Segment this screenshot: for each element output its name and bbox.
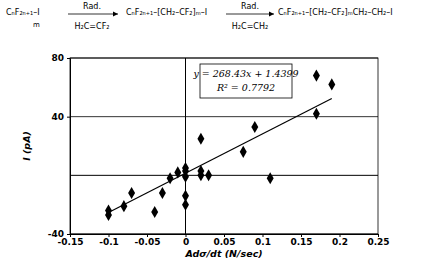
x-tick-label: -0.05 [135,237,161,247]
equation-text: R² = 0.7792 [216,82,275,93]
x-axis-title: Adσ/dt (N/sec) [184,248,262,259]
scheme-text: CₙF₂ₙ₊₁–[CH₂–CF₂]ₘCH₂–CH₂–I [278,8,393,17]
x-tick-label: 0.25 [367,237,389,247]
y-tick: -40 [48,229,70,239]
x-axis: -0.15-0.1-0.0500.050.10.150.20.25 [58,234,390,247]
point [197,165,204,177]
x-tick: 0.2 [332,234,348,247]
x-tick-label: 0.1 [255,237,271,247]
point [267,172,274,184]
x-tick: -0.1 [99,234,119,247]
plot-frame [70,58,378,234]
y-tick-mark [67,117,70,118]
trend-line [109,98,332,212]
x-tick-label: 0.05 [213,237,235,247]
scheme-text: CₙF₂ₙ₊₁–I [6,8,40,17]
x-tick: 0.25 [367,234,389,247]
point [197,133,204,145]
y-axis-line [67,59,71,235]
arrow-shaft [226,14,274,15]
x-tick: 0.15 [290,234,312,247]
grid [70,58,378,234]
point [151,206,158,218]
y-axis-title: I (pA) [21,131,32,161]
y-tick-label: -40 [48,229,64,239]
arrow-head [113,12,118,17]
point [128,187,135,199]
chart: CₙF₂ₙ₊₁–I m Rad. H₂C=CF₂ CₙF₂ₙ₊₁–[CH₂–CF₂]ₘ–… [0,0,438,260]
point [205,169,212,181]
scheme-text: CₙF₂ₙ₊₁–[CH₂–CF₂]ₘ–I [126,8,207,17]
x-tick-label: 0 [183,237,189,247]
y-tick: 40 [51,112,70,122]
arrow-head [269,12,274,17]
scheme-text: H₂C=CF₂ [75,22,110,31]
x-tick: -0.05 [135,234,161,247]
x-tick: 0.05 [213,234,235,247]
point [159,187,166,199]
point [120,200,127,212]
point [251,121,258,133]
point [328,78,335,90]
x-tick-label: 0.15 [290,237,312,247]
arrow-shaft [68,14,118,15]
y-tick-label: 80 [51,53,64,63]
y-tick-label: 40 [51,112,64,122]
x-zero-line [70,175,378,176]
x-tick-label: -0.1 [99,237,119,247]
point [182,162,189,174]
point [167,172,174,184]
point [182,199,189,211]
y-tick-mark [67,58,70,59]
point [174,166,181,178]
y-axis: -40 40 80 [48,53,71,239]
x-tick: 0.1 [255,234,271,247]
scheme-text: Rad. [241,2,259,11]
scheme: CₙF₂ₙ₊₁–I m Rad. H₂C=CF₂ CₙF₂ₙ₊₁–[CH₂–CF₂]ₘ–… [6,2,393,31]
x-tick: 0 [183,234,189,247]
y-tick: 80 [51,53,70,63]
point [240,146,247,158]
scheme-text: H₂C=CH₂ [232,22,268,31]
equation-text: y = 268.43x + 1.4399 [192,68,298,79]
scheme-text: m [33,21,40,29]
origin-axes [70,58,378,234]
point [313,70,320,82]
x-tick-label: 0.2 [332,237,348,247]
point [313,108,320,120]
y-tick-mark [67,234,70,235]
point [105,209,112,221]
grid-line [70,116,378,117]
scheme-text: Rad. [83,2,101,11]
plot-marks [105,70,335,221]
